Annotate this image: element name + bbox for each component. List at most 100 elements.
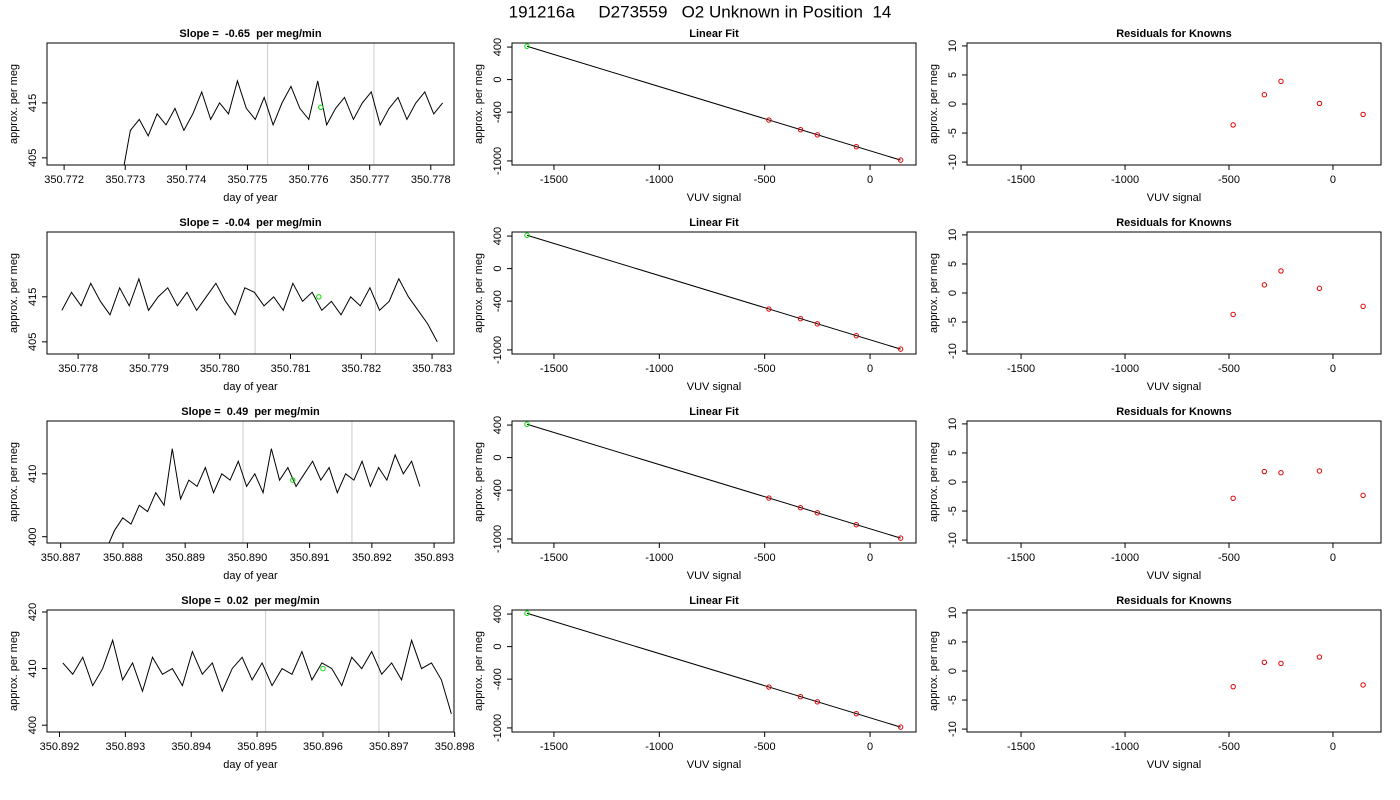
fit-line xyxy=(526,45,901,161)
y-axis-label: approx. per meg xyxy=(928,253,940,333)
y-tick-label: 5 xyxy=(947,639,959,645)
y-tick-label: -400 xyxy=(492,668,504,690)
point xyxy=(766,684,772,690)
plot-frame xyxy=(511,42,917,166)
x-tick-label: 350.773 xyxy=(105,174,145,186)
x-tick-label: -1000 xyxy=(1111,363,1139,375)
y-tick-label: 405 xyxy=(27,333,39,351)
point xyxy=(524,610,530,616)
point xyxy=(1230,683,1236,690)
y-tick-label: -5 xyxy=(947,317,959,327)
panel-title: Residuals for Knowns xyxy=(1116,217,1232,229)
point xyxy=(1278,660,1284,667)
x-tick-label: 0 xyxy=(1330,741,1336,753)
y-tick-label: -10 xyxy=(947,532,959,548)
panel-title: Linear Fit xyxy=(689,595,739,607)
x-tick-label: -1500 xyxy=(1007,363,1035,375)
x-tick-label: 350.895 xyxy=(237,741,277,753)
y-axis-label: approx. per meg xyxy=(928,64,940,144)
y-tick-label: -1000 xyxy=(492,714,504,742)
point xyxy=(814,510,821,516)
panel-title: Residuals for Knowns xyxy=(1116,595,1232,607)
x-tick-label: -1000 xyxy=(1111,174,1139,186)
x-axis-label: VUV signal xyxy=(1147,192,1201,204)
point xyxy=(1261,282,1268,288)
y-tick-label: 10 xyxy=(947,607,959,619)
y-tick-label: 10 xyxy=(947,418,959,430)
panel-title: Residuals for Knowns xyxy=(1116,406,1232,418)
point xyxy=(766,117,772,123)
x-axis-label: VUV signal xyxy=(687,381,741,393)
x-tick-label: -1000 xyxy=(645,363,673,375)
plot-frame xyxy=(966,420,1382,544)
point xyxy=(1316,654,1323,660)
point xyxy=(897,724,904,730)
y-tick-label: 400 xyxy=(27,716,39,734)
y-axis-label: approx. per meg xyxy=(8,631,20,711)
y-tick-label: -10 xyxy=(947,343,959,359)
point xyxy=(1316,285,1323,292)
point xyxy=(797,127,804,133)
x-axis-label: VUV signal xyxy=(1147,570,1201,582)
point xyxy=(524,43,530,49)
x-tick-label: -1000 xyxy=(645,552,673,564)
x-axis-label: VUV signal xyxy=(687,759,741,771)
point xyxy=(1360,303,1366,310)
y-axis-label: approx. per meg xyxy=(8,64,20,144)
x-tick-label: 350.888 xyxy=(103,552,143,564)
x-tick-label: 350.778 xyxy=(58,363,98,375)
y-tick-label: 10 xyxy=(947,229,959,241)
x-tick-label: -500 xyxy=(1218,174,1240,186)
y-tick-label: 400 xyxy=(492,227,504,245)
panel-title: Residuals for Knowns xyxy=(1116,28,1232,40)
x-tick-label: 0 xyxy=(1330,174,1336,186)
point xyxy=(1261,92,1268,98)
point xyxy=(1230,122,1236,128)
marker-point xyxy=(290,477,296,483)
x-tick-label: 350.780 xyxy=(200,363,240,375)
point xyxy=(1278,268,1284,274)
x-tick-label: 350.774 xyxy=(166,174,206,186)
x-tick-label: -1500 xyxy=(1007,741,1035,753)
x-tick-label: 350.890 xyxy=(228,552,268,564)
marker-point xyxy=(316,294,322,300)
y-tick-label: -400 xyxy=(492,479,504,501)
y-axis-label: approx. per meg xyxy=(473,253,485,333)
x-tick-label: -1500 xyxy=(540,363,568,375)
x-tick-label: -1000 xyxy=(1111,741,1139,753)
point xyxy=(814,321,821,327)
point xyxy=(897,535,904,541)
point xyxy=(1230,495,1236,501)
point xyxy=(853,144,860,150)
x-tick-label: 0 xyxy=(867,741,873,753)
x-tick-label: 350.777 xyxy=(350,174,390,186)
y-tick-label: 415 xyxy=(27,94,39,112)
x-axis-label: VUV signal xyxy=(1147,759,1201,771)
y-axis-label: approx. per meg xyxy=(473,631,485,711)
x-tick-label: 0 xyxy=(1330,552,1336,564)
fit-line xyxy=(526,423,901,539)
data-line xyxy=(108,448,421,543)
plot-frame xyxy=(46,609,455,733)
panel-title: Slope = 0.49 per meg/min xyxy=(181,406,320,418)
point xyxy=(1278,78,1284,85)
y-tick-label: 5 xyxy=(947,72,959,78)
x-tick-label: -500 xyxy=(754,174,776,186)
y-tick-label: 0 xyxy=(492,644,504,650)
main-title: 191216a D273559 O2 Unknown in Position 1… xyxy=(509,2,892,21)
y-tick-label: 405 xyxy=(27,149,39,167)
x-tick-label: -1500 xyxy=(1007,174,1035,186)
y-tick-label: 400 xyxy=(492,38,504,56)
x-axis-label: VUV signal xyxy=(687,570,741,582)
x-tick-label: -500 xyxy=(754,363,776,375)
plot-frame xyxy=(511,609,917,733)
y-tick-label: -10 xyxy=(947,154,959,170)
y-tick-label: -5 xyxy=(947,128,959,138)
x-tick-label: 350.889 xyxy=(165,552,205,564)
plot-frame xyxy=(966,231,1382,355)
y-tick-label: 0 xyxy=(492,77,504,83)
x-axis-label: day of year xyxy=(223,192,278,204)
x-tick-label: 350.892 xyxy=(40,741,80,753)
y-tick-label: 410 xyxy=(27,659,39,677)
x-tick-label: -1000 xyxy=(645,741,673,753)
